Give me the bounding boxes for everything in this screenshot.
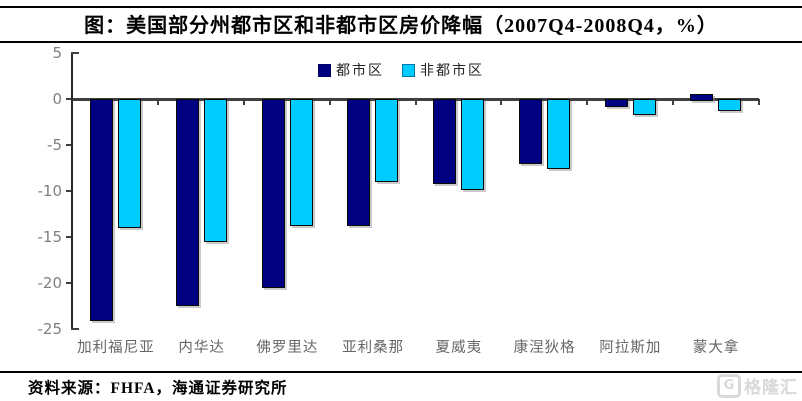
bar-metro	[690, 93, 714, 101]
x-axis-tick	[671, 99, 674, 105]
source-note: 资料来源：FHFA，海通证券研究所	[28, 380, 288, 397]
y-tick-label: 0	[52, 90, 62, 108]
title-divider	[0, 41, 802, 43]
x-category-label: 加利福尼亚	[77, 340, 155, 356]
x-axis-tick	[757, 99, 760, 105]
bar-nonmetro	[289, 99, 313, 227]
x-category-label: 康涅狄格	[513, 340, 576, 356]
y-tick-label: -20	[37, 274, 63, 292]
plot-area	[66, 52, 760, 330]
metro-color-swatch-icon	[318, 63, 331, 77]
bar-nonmetro	[546, 99, 570, 170]
legend-item-metro: 都市区	[318, 60, 384, 80]
nonmetro-color-swatch-icon	[402, 63, 415, 77]
legend-label-metro: 都市区	[336, 64, 384, 79]
x-axis-tick	[243, 99, 245, 105]
x-category-label: 蒙大拿	[692, 340, 740, 356]
x-category-label: 亚利桑那	[342, 340, 405, 356]
legend-item-nonmetro: 非都市区	[402, 60, 484, 80]
bar-nonmetro	[718, 99, 742, 112]
y-axis-tick	[66, 282, 71, 284]
x-category-label: 夏威夷	[435, 340, 483, 356]
bar-metro	[261, 99, 285, 288]
bar-metro	[175, 99, 199, 307]
bar-nonmetro	[375, 99, 399, 182]
bar-nonmetro	[118, 99, 141, 228]
legend-label-nonmetro: 非都市区	[420, 64, 484, 79]
y-axis-tick	[71, 52, 79, 54]
y-axis-tick	[71, 328, 79, 330]
x-category-label: 佛罗里达	[256, 340, 319, 356]
y-axis-tick	[66, 190, 71, 192]
bar-nonmetro	[203, 99, 227, 242]
x-category-label: 内华达	[178, 340, 225, 356]
y-tick-label: -25	[37, 320, 63, 338]
y-tick-label: 5	[52, 44, 62, 62]
top-divider	[0, 6, 802, 8]
y-axis-tick	[66, 144, 71, 146]
chart-title: 图：美国部分州都市区和非都市区房价降幅（2007Q4-2008Q4，%）	[84, 15, 718, 37]
y-tick-label: -5	[47, 136, 62, 154]
x-axis-tick	[414, 99, 417, 105]
x-axis-tick	[586, 99, 588, 105]
chart-legend: 都市区 非都市区	[0, 60, 802, 80]
footer-divider	[0, 371, 802, 373]
bar-metro	[604, 99, 628, 108]
y-axis-tick	[66, 236, 71, 238]
bar-metro	[347, 99, 371, 227]
bar-metro	[518, 99, 542, 164]
x-axis-tick	[328, 99, 331, 105]
x-category-label: 阿拉斯加	[599, 340, 662, 356]
gelonghui-watermark: G 格隆汇	[717, 373, 798, 398]
y-axis-line	[71, 53, 73, 329]
x-axis-tick	[157, 99, 160, 105]
y-tick-label: -10	[37, 182, 63, 200]
y-tick-label: -15	[37, 228, 63, 246]
y-axis-tick	[66, 98, 71, 100]
bar-metro	[433, 99, 456, 184]
x-axis-tick	[500, 99, 503, 105]
bar-metro	[90, 99, 113, 321]
gelonghui-logo-icon: G	[717, 373, 741, 398]
bar-nonmetro	[632, 99, 656, 115]
bar-nonmetro	[461, 99, 484, 191]
gelonghui-logo-text: 格隆汇	[744, 378, 798, 397]
